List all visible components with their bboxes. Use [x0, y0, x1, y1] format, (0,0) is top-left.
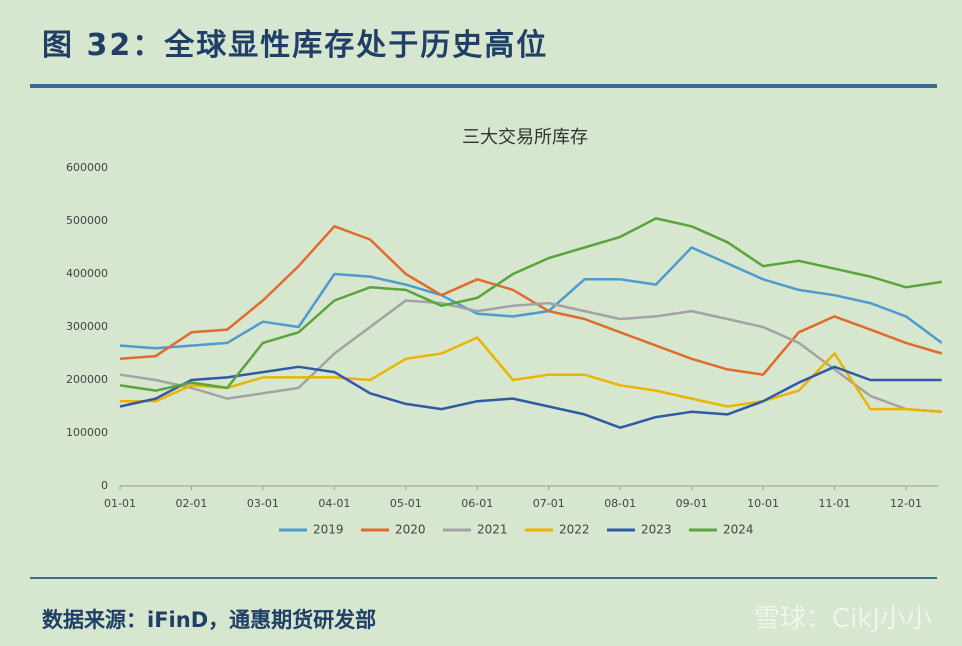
legend-label: 2024 — [723, 523, 754, 537]
y-tick-label: 600000 — [66, 161, 108, 174]
series-line — [120, 336, 942, 414]
y-tick-label: 0 — [101, 479, 108, 492]
legend-label: 2022 — [559, 523, 590, 537]
series-line — [119, 365, 942, 429]
legend-label: 2021 — [477, 523, 508, 537]
x-tick-label: 07-01 — [533, 497, 565, 510]
legend-label: 2023 — [641, 523, 672, 537]
series-line — [119, 299, 942, 414]
y-tick-label: 400000 — [66, 267, 108, 280]
watermark: 雪球：CikJ小小 — [753, 604, 932, 634]
x-tick-label: 03-01 — [247, 497, 279, 510]
x-tick-label: 05-01 — [390, 497, 422, 510]
series-line — [119, 225, 943, 376]
y-tick-label: 100000 — [66, 426, 108, 439]
series-line — [119, 246, 943, 350]
x-tick-label: 02-01 — [175, 497, 207, 510]
chart-title: 三大交易所库存 — [462, 127, 588, 148]
x-tick-label: 09-01 — [676, 497, 708, 510]
y-tick-label: 500000 — [66, 214, 108, 227]
source: 数据来源：iFinD，通惠期货研发部 — [42, 608, 377, 632]
legend-label: 2020 — [395, 523, 426, 537]
x-tick-label: 04-01 — [318, 497, 350, 510]
x-tick-label: 11-01 — [819, 497, 851, 510]
x-tick-label: 06-01 — [461, 497, 493, 510]
y-tick-label: 300000 — [66, 320, 108, 333]
x-tick-label: 08-01 — [604, 497, 636, 510]
x-tick-label: 01-01 — [104, 497, 136, 510]
series-line — [119, 217, 942, 392]
x-tick-label: 12-01 — [890, 497, 922, 510]
legend-label: 2019 — [313, 523, 344, 537]
x-tick-label: 10-01 — [747, 497, 779, 510]
page-title: 图 32：全球显性库存处于历史高位 — [42, 28, 549, 63]
y-tick-label: 200000 — [66, 373, 108, 386]
